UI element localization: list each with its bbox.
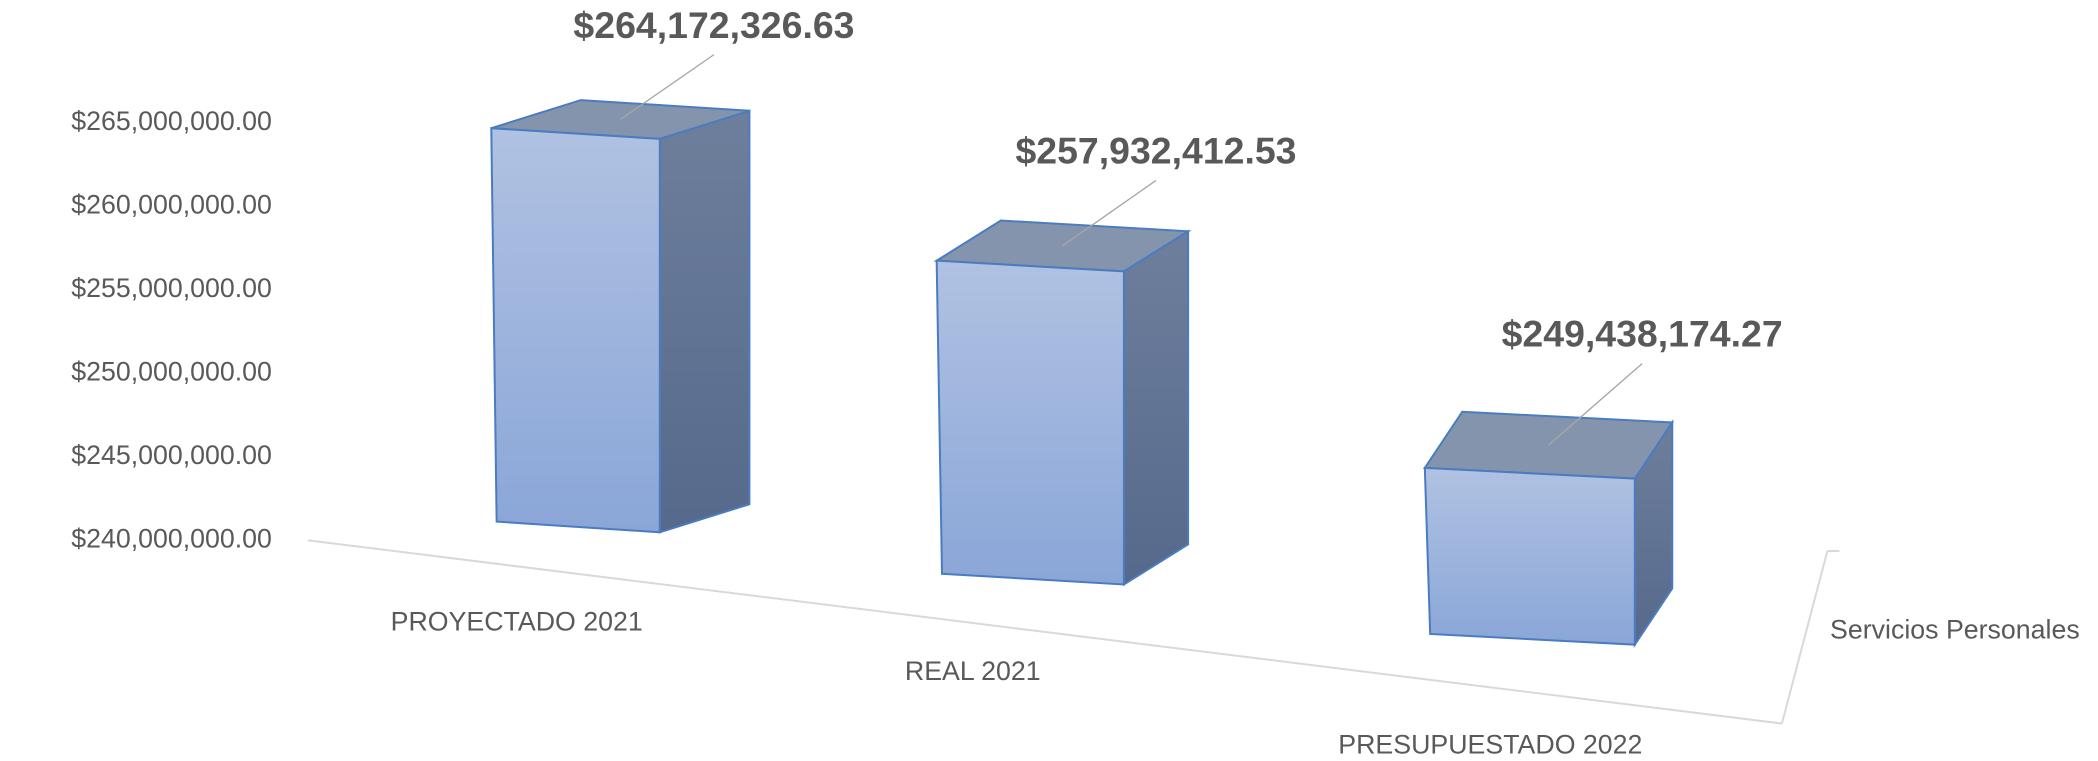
leader-line	[619, 54, 715, 121]
bar-side	[1122, 229, 1190, 587]
x-tick-label: PRESUPUESTADO 2022	[1338, 729, 1642, 759]
bar-side	[658, 109, 751, 534]
leader-line	[1061, 179, 1157, 247]
depth-axis	[1780, 550, 1829, 724]
bar-front	[935, 259, 1125, 586]
y-tick-label: $260,000,000.00	[71, 190, 272, 220]
y-tick-label: $250,000,000.00	[71, 356, 272, 386]
value-label: $264,172,326.63	[573, 4, 854, 46]
bar-front	[490, 127, 661, 534]
series-label: Servicios Personales	[1830, 614, 2080, 644]
y-tick-label: $255,000,000.00	[71, 273, 272, 303]
y-tick-label: $240,000,000.00	[71, 523, 272, 553]
x-tick-label: REAL 2021	[905, 656, 1041, 686]
x-tick-label: PROYECTADO 2021	[391, 606, 643, 636]
y-tick-label: $265,000,000.00	[71, 106, 272, 136]
y-tick-label: $245,000,000.00	[71, 440, 272, 470]
floor	[307, 539, 1840, 725]
leader-line	[1548, 363, 1643, 446]
floor-line	[307, 539, 1783, 725]
value-label: $249,438,174.27	[1502, 313, 1783, 355]
value-label: $257,932,412.53	[1015, 130, 1296, 172]
bar-front	[1423, 466, 1636, 646]
